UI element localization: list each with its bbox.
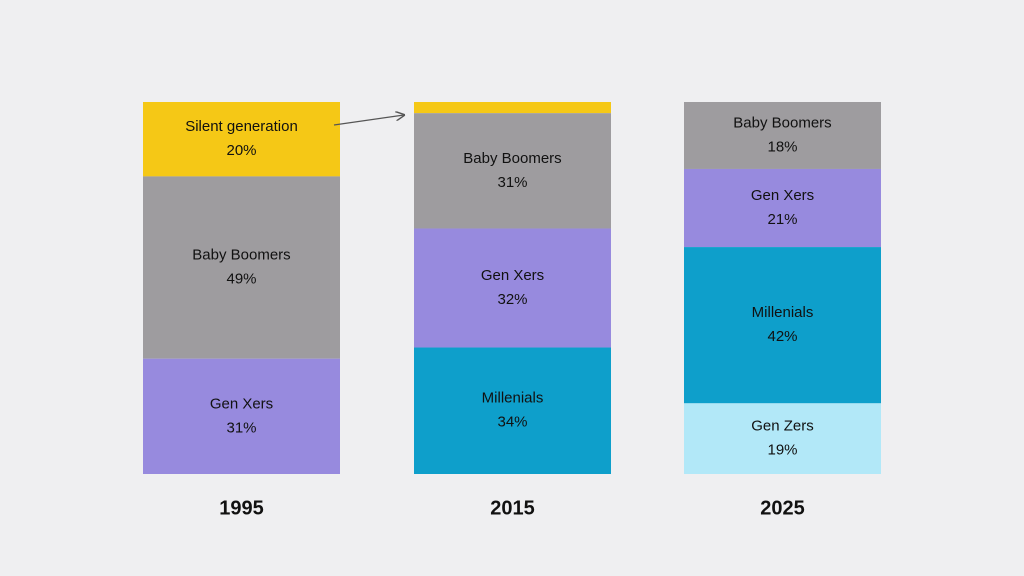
segment-label: Baby Boomers [733, 114, 831, 131]
segment-label: Gen Xers [751, 187, 814, 204]
segment-label: Gen Xers [481, 267, 544, 284]
segment-label: Baby Boomers [192, 247, 290, 264]
x-tick-label: 2025 [760, 497, 805, 519]
bar-segment [143, 358, 340, 474]
bar-segment [414, 113, 611, 229]
x-tick-label: 1995 [219, 497, 264, 519]
value-label: 20% [226, 142, 256, 159]
bar-segment [414, 228, 611, 348]
value-label: 34% [497, 414, 527, 431]
value-label: 49% [226, 271, 256, 288]
value-label: 32% [497, 291, 527, 308]
bar-segment [143, 176, 340, 359]
segment-label: Millenials [482, 390, 544, 407]
bar-segment [414, 347, 611, 474]
segment-label: Silent generation [185, 118, 298, 135]
value-label: 42% [767, 328, 797, 345]
value-label: 19% [767, 442, 797, 459]
bar-segment [684, 403, 881, 474]
bar-segment [684, 102, 881, 169]
x-tick-label: 2015 [490, 497, 535, 519]
bar-segment [143, 102, 340, 177]
bar-segment [684, 247, 881, 404]
segment-label: Gen Xers [210, 395, 273, 412]
value-label: 31% [497, 174, 527, 191]
value-label: 21% [767, 211, 797, 228]
segment-label: Baby Boomers [463, 150, 561, 167]
segment-label: Millenials [752, 304, 814, 321]
arrow [333, 115, 404, 126]
bar-segment [684, 168, 881, 248]
value-label: 18% [767, 138, 797, 155]
bar-segment [414, 102, 611, 114]
segment-label: Gen Zers [751, 418, 814, 435]
value-label: 31% [226, 419, 256, 436]
